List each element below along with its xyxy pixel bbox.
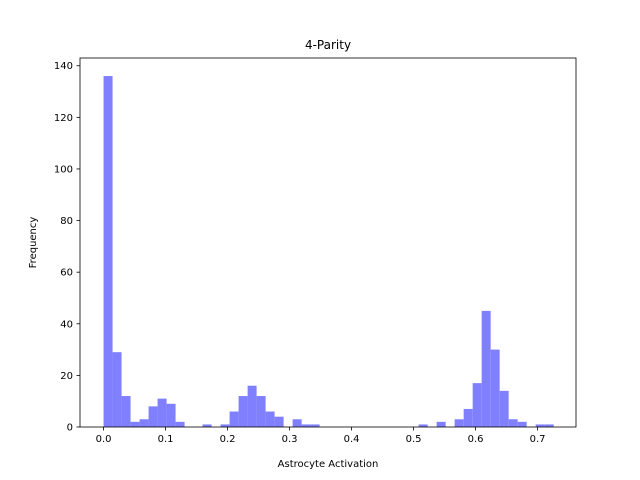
histogram-bar — [265, 411, 275, 427]
histogram-bar — [472, 383, 482, 427]
histogram-bar — [499, 390, 509, 427]
x-tick-label: 0.6 — [468, 434, 484, 445]
histogram-bar — [301, 424, 311, 427]
histogram-bar — [229, 411, 239, 427]
histogram-bar — [544, 424, 554, 427]
histogram-bar — [103, 76, 113, 427]
y-tick-label: 40 — [60, 319, 73, 330]
y-axis-label: Frequency — [28, 217, 39, 269]
x-tick-label: 0.7 — [530, 434, 546, 445]
plot-frame — [79, 57, 577, 428]
histogram-bar — [238, 396, 248, 427]
x-tick-label: 0.4 — [344, 434, 360, 445]
histogram-bar — [454, 419, 464, 427]
histogram-bar — [256, 396, 266, 427]
x-axis-ticks: 0.0 0.1 0.2 0.3 0.4 0.5 0.6 0.7 — [96, 427, 546, 445]
x-axis-label: Astrocyte Activation — [278, 459, 379, 470]
histogram-bar — [139, 419, 149, 427]
histogram-bar — [175, 421, 185, 427]
y-axis-ticks: 0 20 40 60 80 100 120 140 — [54, 61, 80, 434]
y-tick-label: 80 — [60, 216, 73, 227]
histogram-bar — [310, 424, 320, 427]
y-tick-label: 60 — [60, 268, 73, 279]
histogram-bar — [220, 424, 230, 427]
x-tick-label: 0.1 — [158, 434, 174, 445]
histogram-bar — [418, 424, 428, 427]
histogram-bar — [130, 421, 140, 427]
y-tick-label: 120 — [54, 113, 73, 124]
chart-title: 4-Parity — [305, 38, 351, 52]
histogram-bar — [292, 419, 302, 427]
histogram-bar — [508, 419, 518, 427]
histogram-bar — [247, 385, 257, 427]
histogram-bar — [535, 424, 545, 427]
histogram-bar — [490, 349, 500, 427]
x-tick-label: 0.3 — [282, 434, 298, 445]
y-tick-label: 100 — [54, 164, 73, 175]
histogram-bar — [481, 310, 491, 427]
histogram-bar — [463, 408, 473, 427]
histogram-bar — [274, 416, 284, 427]
y-tick-label: 20 — [60, 371, 73, 382]
histogram-bar — [517, 421, 527, 427]
y-tick-label: 140 — [54, 61, 73, 72]
y-tick-label: 0 — [67, 423, 73, 434]
histogram-bar — [121, 396, 131, 427]
histogram-bar — [436, 421, 446, 427]
x-tick-label: 0.2 — [220, 434, 236, 445]
histogram-bar — [166, 403, 176, 427]
bars-group — [103, 76, 554, 427]
histogram-bar — [112, 352, 122, 427]
x-tick-label: 0.5 — [406, 434, 422, 445]
histogram-bar — [157, 398, 167, 427]
histogram-bar — [202, 424, 212, 427]
x-tick-label: 0.0 — [96, 434, 112, 445]
histogram-bar — [148, 406, 158, 427]
